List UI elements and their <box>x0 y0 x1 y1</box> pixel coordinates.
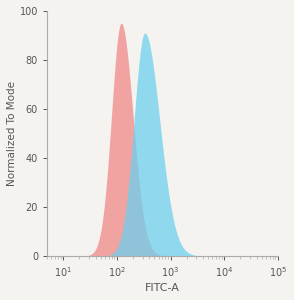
X-axis label: FITC-A: FITC-A <box>145 283 180 293</box>
Y-axis label: Normalized To Mode: Normalized To Mode <box>7 81 17 186</box>
